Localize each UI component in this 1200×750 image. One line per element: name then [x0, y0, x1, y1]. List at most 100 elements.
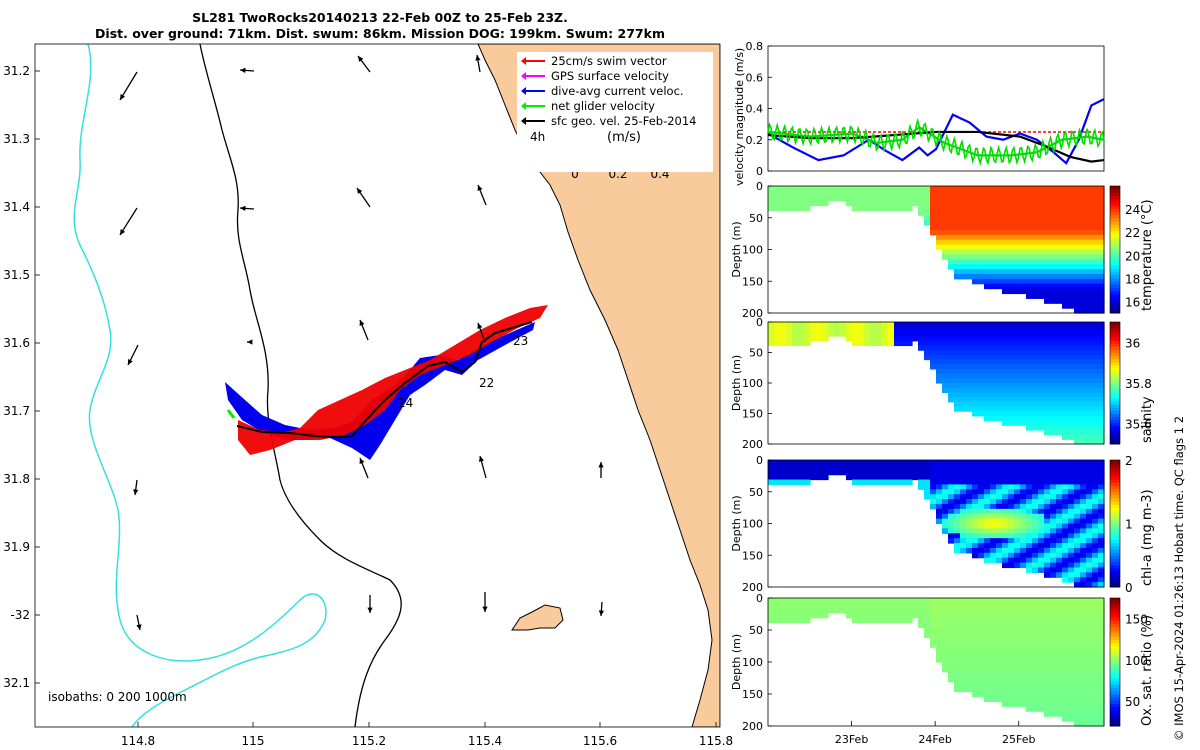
oxygen-heatmap-cell — [822, 602, 829, 609]
chla-heatmap-cell — [954, 469, 961, 476]
chla-heatmap-cell — [810, 474, 817, 481]
temperature-ytick-label: 150 — [742, 275, 763, 288]
oxygen-heatmap-cell — [888, 598, 895, 604]
temperature-heatmap-cell — [1080, 249, 1087, 255]
salinity-heatmap-cell — [882, 322, 889, 328]
oxygen-heatmap-cell — [1038, 652, 1045, 658]
salinity-heatmap-cell — [960, 373, 967, 379]
salinity-heatmap-cell — [810, 331, 817, 337]
temperature-heatmap-cell — [792, 205, 799, 212]
salinity-heatmap-cell — [1074, 359, 1081, 365]
temperature-heatmap-cell — [1014, 195, 1021, 202]
oxygen-heatmap-cell — [912, 607, 919, 614]
chla-colorbar-cell — [1110, 561, 1120, 566]
salinity-heatmap-cell — [1080, 415, 1087, 422]
chla-heatmap-cell — [1020, 503, 1027, 510]
salinity-heatmap-cell — [990, 401, 997, 408]
chla-heatmap-cell — [1074, 469, 1081, 476]
temperature-heatmap-cell — [1086, 293, 1093, 299]
oxygen-heatmap-cell — [948, 602, 955, 609]
temperature-heatmap-cell — [912, 200, 919, 207]
chla-heatmap-cell — [894, 460, 901, 466]
oxygen-heatmap-cell — [1020, 637, 1027, 643]
salinity-heatmap-cell — [1074, 378, 1081, 384]
temperature-colorbar-tick: 22 — [1125, 226, 1140, 240]
temperature-heatmap-cell — [804, 190, 811, 197]
salinity-heatmap-cell — [1002, 383, 1009, 389]
temperature-heatmap-cell — [996, 225, 1003, 231]
chla-heatmap-cell — [1098, 460, 1105, 466]
temperature-heatmap-cell — [1032, 249, 1039, 255]
chla-heatmap-cell — [1080, 547, 1087, 554]
temperature-heatmap-cell — [978, 190, 985, 197]
chla-heatmap-cell — [978, 528, 985, 534]
oxygen-heatmap-cell — [1068, 617, 1075, 624]
temperature-heatmap-cell — [978, 225, 985, 231]
temperature-heatmap-cell — [1032, 288, 1039, 295]
salinity-heatmap-cell — [774, 322, 781, 328]
salinity-heatmap-cell — [1020, 354, 1027, 361]
salinity-heatmap-cell — [1080, 336, 1087, 342]
oxygen-heatmap-cell — [1044, 676, 1051, 683]
chla-heatmap-cell — [1062, 464, 1069, 471]
salinity-heatmap-cell — [978, 326, 985, 332]
oxygen-heatmap-cell — [996, 642, 1003, 648]
oxygen-heatmap-cell — [1080, 612, 1087, 619]
oxygen-heatmap-cell — [1032, 647, 1039, 653]
oxygen-heatmap-cell — [1068, 657, 1075, 663]
chla-heatmap-cell — [1008, 562, 1015, 569]
salinity-heatmap-cell — [1038, 401, 1045, 408]
chla-heatmap-cell — [1014, 528, 1021, 534]
chla-colorbar-cell — [1110, 580, 1120, 585]
salinity-heatmap-cell — [792, 322, 799, 328]
oxygen-heatmap-cell — [924, 607, 931, 614]
temperature-heatmap-cell — [1026, 239, 1033, 246]
salinity-heatmap-cell — [1020, 322, 1027, 328]
oxygen-heatmap-cell — [984, 642, 991, 648]
salinity-heatmap-cell — [990, 368, 997, 375]
salinity-heatmap-cell — [1044, 397, 1051, 403]
temperature-heatmap-cell — [1092, 293, 1099, 299]
salinity-heatmap-cell — [1026, 331, 1033, 337]
geo-velocity-arrowhead — [477, 323, 483, 329]
oxygen-heatmap-cell — [1032, 666, 1039, 673]
legend-gps-velocity: GPS surface velocity — [521, 69, 669, 83]
oxygen-heatmap-cell — [1020, 617, 1027, 624]
temperature-heatmap-cell — [1002, 186, 1009, 192]
oxygen-heatmap-cell — [966, 676, 973, 683]
chla-heatmap-cell — [912, 474, 919, 481]
temperature-heatmap-cell — [1056, 225, 1063, 231]
salinity-heatmap-cell — [990, 397, 997, 403]
chla-heatmap-cell — [1080, 572, 1087, 578]
oxygen-heatmap-cell — [1038, 598, 1045, 604]
salinity-heatmap-cell — [1080, 411, 1087, 417]
salinity-heatmap-cell — [1098, 425, 1105, 431]
oxygen-heatmap-cell — [960, 681, 967, 688]
temperature-heatmap-cell — [864, 186, 871, 192]
map-xtick-label: 115 — [242, 734, 265, 748]
oxygen-heatmap-cell — [1086, 602, 1093, 609]
chla-heatmap-cell — [1086, 567, 1093, 573]
temperature-heatmap-cell — [960, 215, 967, 221]
chla-colorbar-cell — [1110, 507, 1120, 512]
temperature-heatmap-cell — [1086, 195, 1093, 202]
salinity-heatmap-cell — [1026, 373, 1033, 379]
temperature-heatmap-cell — [1050, 244, 1057, 251]
oxygen-heatmap-cell — [900, 612, 907, 619]
temperature-heatmap-cell — [1014, 190, 1021, 197]
temperature-heatmap-cell — [1038, 239, 1045, 246]
oxygen-heatmap-cell — [774, 607, 781, 614]
oxygen-heatmap-cell — [978, 617, 985, 624]
salinity-heatmap-cell — [1008, 415, 1015, 422]
temperature-colorbar-cell — [1110, 268, 1120, 273]
salinity-heatmap-cell — [924, 350, 931, 356]
oxygen-heatmap-cell — [1014, 637, 1021, 643]
salinity-heatmap-cell — [996, 387, 1003, 393]
chla-heatmap-cell — [1086, 572, 1093, 578]
oxygen-heatmap-cell — [1092, 637, 1099, 643]
chla-heatmap-cell — [948, 538, 955, 544]
chla-heatmap-cell — [1026, 503, 1033, 510]
salinity-heatmap-cell — [960, 392, 967, 398]
chla-colorbar-cell — [1110, 529, 1120, 534]
temperature-heatmap-cell — [978, 220, 985, 226]
